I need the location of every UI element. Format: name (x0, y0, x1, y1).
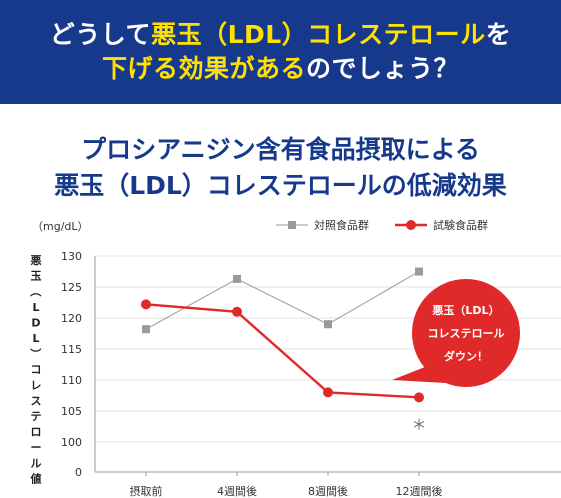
x-tick-label: 摂取前 (130, 484, 163, 498)
y-axis-label-char: L (32, 301, 39, 314)
data-point (414, 392, 424, 403)
series-layer (141, 267, 424, 403)
y-axis-label-char: （ (29, 286, 42, 297)
callout-line-3: ダウン！ (444, 349, 488, 363)
data-point (233, 274, 241, 283)
y-tick-label: 120 (61, 312, 82, 325)
data-point (324, 320, 332, 329)
y-axis-label-char: 玉 (31, 270, 42, 283)
legend-swatch-marker (288, 221, 296, 229)
legend: 対照食品群 試験食品群 (276, 218, 488, 232)
y-tick-labels: 0 100 105 110 115 120 125 130 (61, 250, 82, 479)
axes (94, 256, 561, 476)
callout-circle (412, 279, 520, 387)
callout-line-1: 悪玉（LDL） (432, 304, 499, 317)
y-tick-label: 100 (61, 436, 82, 449)
header-line-1: どうして悪玉（LDL）コレステロールを (50, 18, 511, 52)
header-line-2-post: のでしょう？ (306, 54, 460, 83)
legend-swatch-marker (406, 220, 416, 230)
y-axis-label-char: レ (31, 379, 42, 392)
y-axis-label-char: ロ (31, 426, 42, 439)
y-tick-label: 130 (61, 250, 82, 263)
header-line-1-post: を (485, 20, 512, 49)
legend-label: 対照食品群 (314, 218, 369, 232)
y-tick-label: 105 (61, 405, 82, 418)
y-tick-label: 110 (61, 374, 82, 387)
x-tick-label: 8週間後 (308, 484, 348, 498)
chart-title: プロシアニジン含有食品摂取による 悪玉（LDL）コレステロールの低減効果 (0, 132, 561, 204)
x-tick-label: 4週間後 (217, 484, 257, 498)
y-axis-label-char: テ (31, 410, 42, 423)
y-tick-label: 115 (61, 343, 82, 356)
y-axis-label-char: D (31, 316, 40, 329)
data-point (232, 306, 242, 317)
y-axis-label-char: ー (31, 441, 42, 454)
chart-title-line-1: プロシアニジン含有食品摂取による (81, 135, 480, 164)
header-banner: どうして悪玉（LDL）コレステロールを 下げる効果があるのでしょう？ (0, 0, 561, 104)
data-point (142, 325, 150, 334)
data-point (415, 267, 423, 276)
x-tick-label: 12週間後 (396, 484, 443, 498)
header-line-1-pre: どうして (49, 20, 152, 49)
significance-mark: ＊ (411, 416, 426, 434)
y-axis-unit: （mg/dL） (32, 220, 89, 233)
header-line-2: 下げる効果があるのでしょう？ (102, 52, 459, 86)
y-axis-label-char: L (32, 332, 39, 345)
series-line-0 (145, 271, 420, 330)
y-axis-label-char: ス (31, 394, 42, 407)
chart-title-line-2: 悪玉（LDL）コレステロールの低減効果 (54, 171, 507, 200)
x-tick-labels: 摂取前 4週間後 8週間後 12週間後 (130, 484, 443, 498)
y-tick-label: 0 (75, 466, 82, 479)
y-axis-label-char: ル (31, 457, 42, 470)
y-axis-label-char: ） (29, 348, 42, 359)
y-axis-label-char: 悪 (31, 254, 42, 267)
y-tick-label: 125 (61, 281, 82, 294)
header-line-2-highlight: 下げる効果がある (101, 54, 306, 83)
series-line-1 (145, 303, 420, 399)
data-point (323, 387, 333, 398)
y-axis-label-char: 値 (30, 471, 42, 485)
legend-label: 試験食品群 (433, 218, 488, 232)
callout-bubble: 悪玉（LDL） コレステロール ダウン！ (392, 279, 520, 387)
data-point (141, 299, 151, 310)
callout-line-2: コレステロール (428, 327, 505, 340)
y-axis-label-char: コ (31, 363, 42, 376)
header-line-1-highlight: 悪玉（LDL）コレステロール (151, 20, 486, 49)
